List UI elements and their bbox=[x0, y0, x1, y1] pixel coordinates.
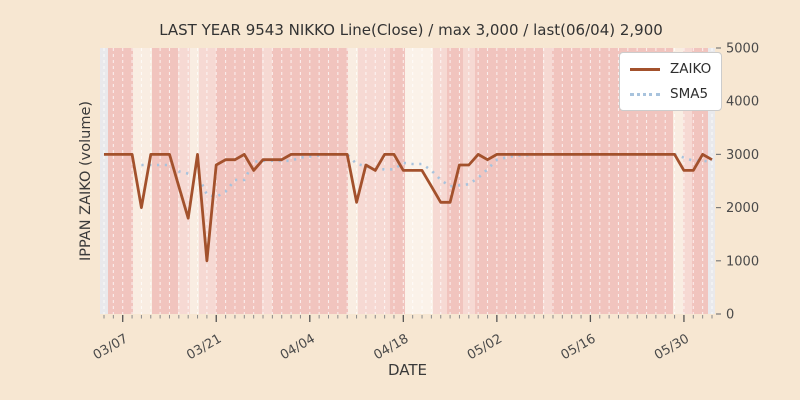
background-stripe bbox=[199, 48, 216, 314]
x-tick-label: 04/18 bbox=[371, 331, 411, 363]
zaiko-line bbox=[104, 153, 713, 263]
background-stripe bbox=[178, 48, 190, 314]
y-tick-label: 2000 bbox=[726, 201, 759, 216]
x-tick-label: 05/02 bbox=[465, 331, 505, 363]
background-stripe bbox=[543, 48, 552, 314]
y-tick-label: 4000 bbox=[726, 95, 759, 110]
background-stripe bbox=[108, 48, 133, 314]
legend-label-zaiko: ZAIKO bbox=[670, 61, 712, 77]
x-axis-label: DATE bbox=[387, 361, 428, 379]
y-tick-label: 5000 bbox=[726, 42, 759, 57]
background-stripe bbox=[673, 48, 683, 314]
background-stripe bbox=[475, 48, 543, 314]
y-axis-label: IPPAN ZAIKO (volume) bbox=[78, 100, 94, 262]
x-tick-label: 03/07 bbox=[91, 331, 131, 363]
background-stripe bbox=[262, 48, 272, 314]
x-tick-label: 05/16 bbox=[558, 331, 598, 363]
y-tick-label: 0 bbox=[726, 308, 734, 323]
legend-item-zaiko: ZAIKO bbox=[630, 61, 711, 77]
chart-title: LAST YEAR 9543 NIKKO Line(Close) / max 3… bbox=[159, 21, 663, 39]
zaiko-line-swatch bbox=[630, 67, 660, 71]
background-stripe bbox=[683, 48, 692, 314]
background-stripe bbox=[433, 48, 447, 314]
background-stripe bbox=[152, 48, 178, 314]
background-stripe bbox=[133, 48, 152, 314]
legend-label-sma5: SMA5 bbox=[670, 86, 709, 102]
x-tick-label: 03/21 bbox=[184, 331, 224, 363]
background-stripe bbox=[390, 48, 405, 314]
legend-item-sma5: SMA5 bbox=[630, 86, 711, 102]
sma5-line bbox=[141, 153, 713, 199]
background-stripe bbox=[216, 48, 262, 314]
x-tick-label: 05/30 bbox=[652, 331, 692, 363]
legend: ZAIKO SMA5 bbox=[619, 52, 723, 111]
y-tick-label: 3000 bbox=[726, 148, 759, 163]
background-stripe bbox=[692, 48, 708, 314]
x-tick-label: 04/04 bbox=[278, 331, 318, 363]
y-tick-label: 1000 bbox=[726, 254, 759, 269]
sma5-line-swatch bbox=[630, 92, 660, 96]
